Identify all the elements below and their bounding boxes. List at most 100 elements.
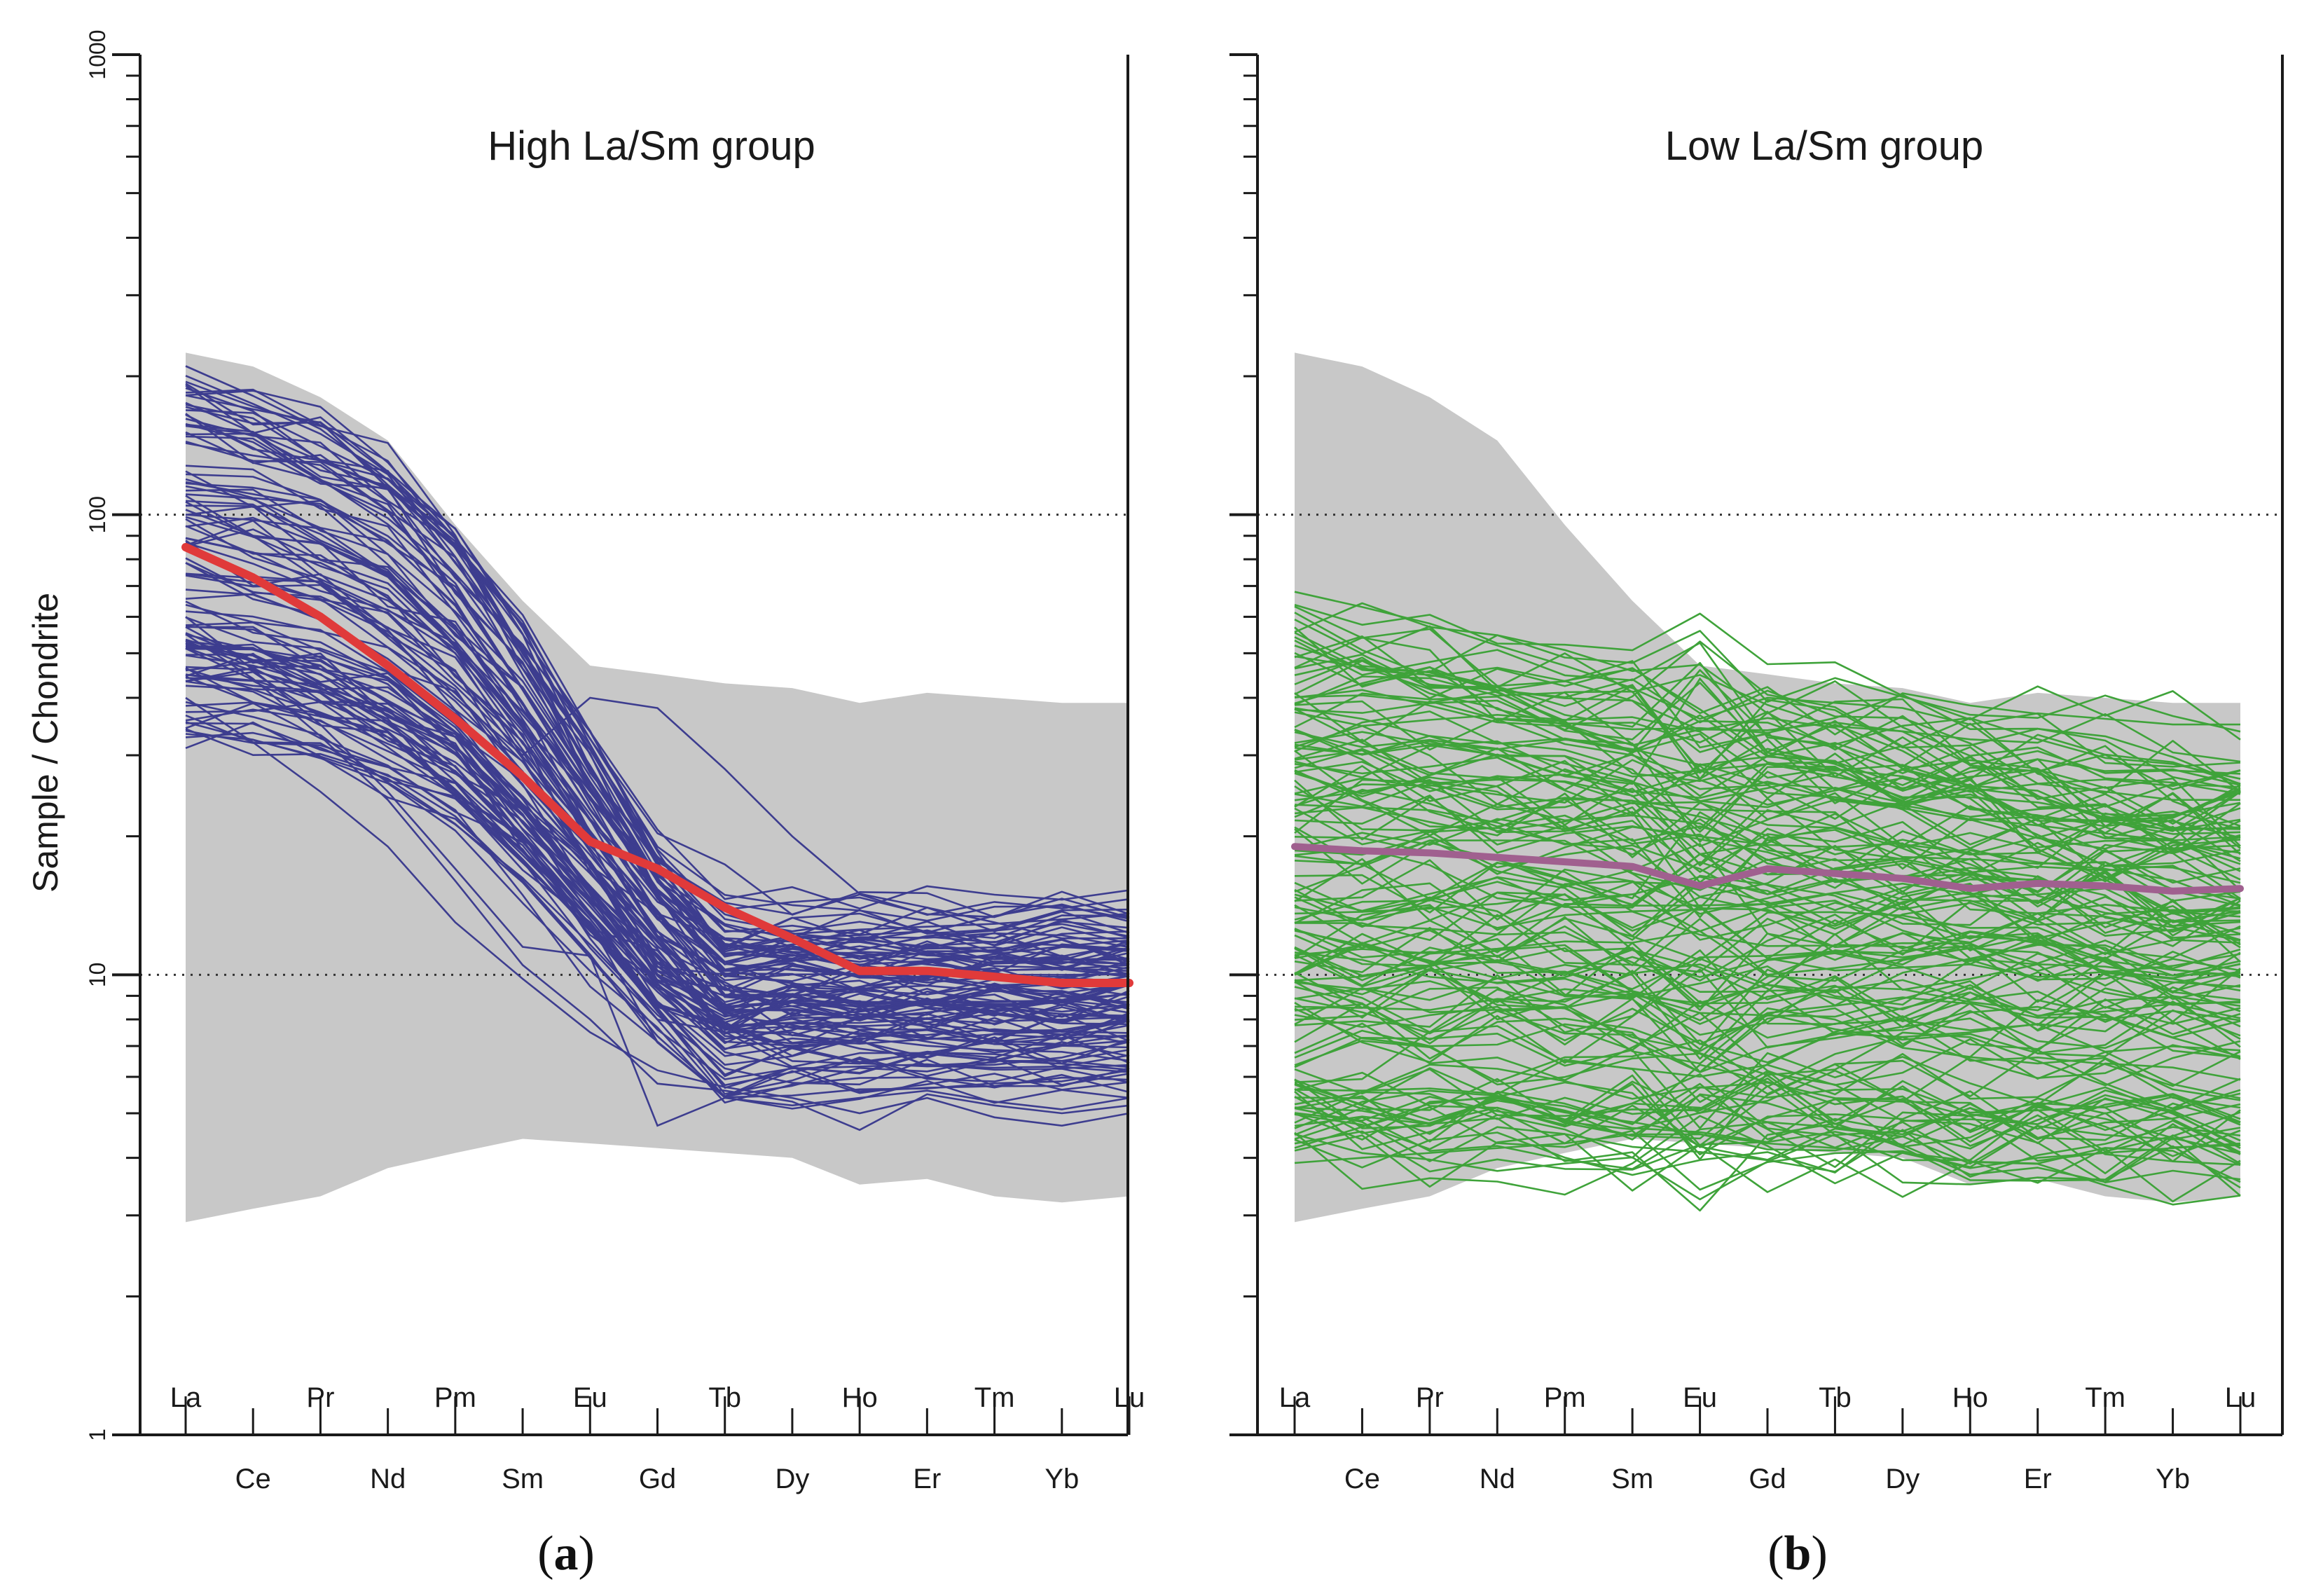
sample-series [1294,776,2241,891]
x-tick-label: Eu [573,1382,607,1413]
panel-b-plot-area [1257,352,2282,1223]
sample-series [1294,778,2241,870]
sample-series [1294,728,2241,850]
sample-series [1294,1070,2241,1131]
sample-series [1294,947,2241,1021]
sample-series [1294,904,2241,992]
x-tick-label: Gd [639,1464,676,1494]
sample-series [1294,986,2241,1073]
x-tick-label: Er [913,1464,941,1494]
x-tick-label: Ho [842,1382,878,1413]
sample-series [1294,626,2241,785]
sample-series [1294,965,2241,1028]
sample-series [185,708,1130,1045]
sample-series [185,418,1130,919]
sample-series [1294,689,2241,851]
sample-series [1294,859,2241,959]
sample-series [1294,968,2241,1087]
panel-b-label: (b) [1767,1527,1828,1581]
sample-series [1294,807,2241,903]
x-tick-label: Tm [974,1382,1015,1413]
x-tick-label: La [1279,1382,1311,1413]
sample-series [185,600,1130,1075]
sample-series [1294,942,2241,1009]
x-tick-label: Tb [1819,1382,1852,1413]
panel-b-ticks: La Ce Pr Nd Pm Sm Eu Gd Tb Dy Ho Er Tm Yb Lu [1229,53,2256,1494]
sample-series [185,375,1130,953]
sample-series [1294,862,2241,935]
sample-series [185,528,1130,960]
sample-series [185,514,1130,971]
panel-a-ticks: 1 10 100 1000 La Ce Pr Nd Pm Sm Eu Gd Tb Dy Ho Er Tm Yb Lu [85,29,1145,1494]
sample-series [1294,1085,2241,1140]
sample-series [185,406,1130,935]
x-tick-label: Yb [2156,1464,2190,1494]
sample-series [185,404,1130,934]
sample-series [1294,652,2241,763]
sample-series-group [1294,591,2241,1212]
panel-a-plot-area [140,352,1133,1223]
sample-series [1294,914,2241,977]
y-tick-label: 1 [85,1429,110,1441]
sample-series [1294,930,2241,1031]
sample-series [1294,1097,2241,1174]
x-tick-label: Tb [708,1382,741,1413]
sample-series [1294,996,2241,1057]
x-tick-label: La [170,1382,202,1413]
x-tick-label: Nd [1480,1464,1515,1494]
sample-series-outlier [185,616,1130,1127]
sample-series [1294,949,2241,1026]
sample-series [185,572,1130,1021]
panel-a-label: (a) [537,1527,595,1581]
sample-series [1294,1033,2241,1129]
sample-series [1294,904,2241,961]
x-tick-label: Sm [502,1464,544,1494]
sample-series [1294,729,2241,855]
sample-series [1294,1081,2241,1149]
sample-series [185,673,1130,1066]
x-tick-label: Pm [434,1382,476,1413]
panel-a-letter: a [554,1527,579,1581]
x-tick-label: Dy [1885,1464,1920,1494]
sample-series [1294,1029,2241,1103]
sample-series [1294,743,2241,848]
x-tick-label: Tm [2085,1382,2125,1413]
sample-series [1294,1082,2241,1162]
sample-series [1294,788,2241,944]
mean-series-line [181,543,1133,987]
sample-series [1294,666,2241,825]
sample-series [1294,927,2241,994]
sample-series [1294,963,2241,1038]
sample-series [185,383,1130,910]
sample-series [1294,893,2241,982]
sample-series [185,425,1130,935]
sample-series-group [185,365,1130,1131]
sample-series-outlier [1294,677,2240,801]
sample-series [1294,708,2241,827]
x-tick-label: Ce [235,1464,271,1494]
x-tick-label: Lu [1114,1382,1145,1413]
sample-series [1294,740,2241,818]
sample-series [1294,828,2241,979]
x-tick-label: Yb [1045,1464,1079,1494]
y-tick-label: 1000 [85,29,110,79]
sample-series [1294,881,2241,977]
x-tick-label: Ho [1952,1382,1988,1413]
sample-series [1294,1068,2241,1147]
sample-series [185,653,1130,1087]
sample-series [1294,603,2241,741]
sample-series [185,645,1130,1035]
sample-series [1294,749,2241,830]
sample-series [185,423,1130,922]
panel-a-title: High La/Sm group [488,123,815,169]
sample-series [1294,931,2241,993]
sample-series [1294,724,2241,880]
sample-series [1294,778,2241,900]
x-tick-label: Lu [2225,1382,2256,1413]
sample-series [1294,1133,2241,1201]
sample-series [185,701,1130,1070]
sample-series [1294,979,2241,1073]
sample-series [185,537,1130,1042]
sample-series [1294,1071,2241,1129]
sample-series [1294,631,2241,827]
